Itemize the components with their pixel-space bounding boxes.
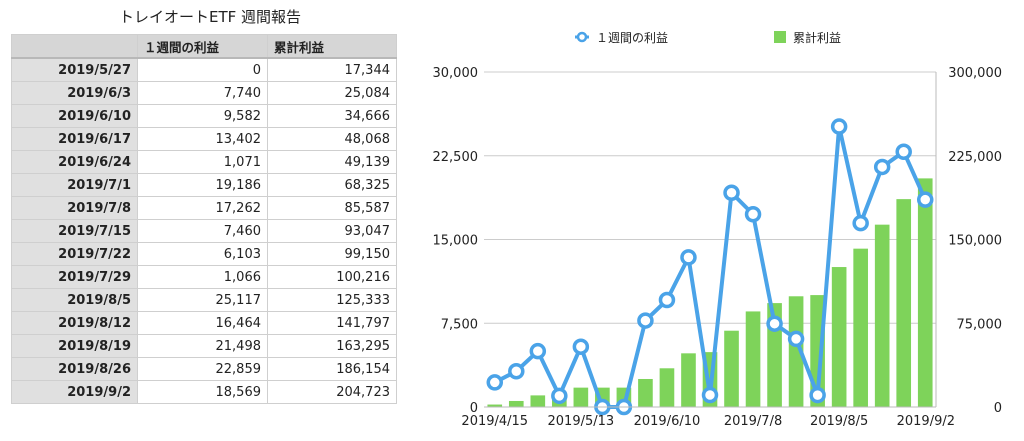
cumulative-bar [638,378,653,407]
row-cumulative-profit: 99,150 [267,242,397,266]
y-right-tick-label: 300,000 [948,66,1002,81]
cumulative-bar [530,395,546,407]
weekly-profit-point [508,363,525,380]
x-tick-label: 2019/8/5 [810,414,868,429]
weekly-profit-point [744,205,762,223]
weekly-profit-point [787,330,805,348]
table-row: 2019/7/1 19,186 68,325 [11,173,397,197]
weekly-profit-point [529,342,547,360]
row-cumulative-profit: 34,666 [267,104,397,128]
cumulative-bar [917,178,933,407]
cumulative-bar [724,330,739,407]
weekly-profit-point [680,249,697,266]
x-tick-label: 2019/6/10 [634,414,701,429]
legend-cumulative-label: 累計利益 [793,30,841,45]
table-header-row: １週間の利益 累計利益 [11,34,397,59]
weekly-profit-point [766,315,783,332]
header-cumulative-profit: 累計利益 [267,34,397,59]
row-cumulative-profit: 204,723 [267,380,397,404]
cumulative-bar [745,311,761,407]
cumulative-bars [487,178,933,407]
row-weekly-profit: 1,071 [137,150,268,174]
table-row: 2019/5/27 0 17,344 [11,57,397,82]
cumulative-bar [508,400,524,407]
row-date: 2019/7/29 [11,265,138,289]
row-weekly-profit: 22,859 [137,357,268,381]
y-right-tick-label: 225,000 [948,150,1002,165]
y-left-tick-label: 30,000 [433,66,479,81]
cumulative-bar [573,387,589,407]
row-date: 2019/8/5 [11,288,138,312]
row-date: 2019/7/1 [11,173,138,197]
weekly-profit-point [852,214,869,232]
row-weekly-profit: 7,740 [137,81,268,105]
weekly-profit-point [658,291,676,309]
cumulative-bar [788,296,804,407]
weekly-profit-point [916,191,934,208]
weekly-profit-point [809,386,826,404]
weekly-profit-point [873,158,891,176]
row-weekly-profit: 19,186 [137,173,268,197]
table-row: 2019/6/10 9,582 34,666 [11,104,397,128]
chart-axes: 0 7,500 15,000 22,500 30,000 0 75,000 150,000 22… [433,66,1003,429]
legend-marker [576,31,588,43]
row-cumulative-profit: 141,797 [267,311,397,335]
table-row: 2019/7/22 6,103 99,150 [11,242,397,266]
row-weekly-profit: 18,569 [137,380,268,404]
table-row: 2019/8/5 25,117 125,333 [11,288,397,312]
table-row: 2019/6/3 7,740 25,084 [11,81,397,105]
header-weekly-profit: １週間の利益 [137,34,268,59]
cumulative-bar [831,267,847,407]
row-date: 2019/5/27 [11,57,138,82]
weekly-profit-point [637,312,654,329]
cumulative-bar [874,224,890,407]
row-weekly-profit: 21,498 [137,334,268,358]
y-left-tick-label: 15,000 [433,234,479,249]
weekly-profit-point [895,143,912,160]
x-tick-label: 2019/5/13 [548,414,615,429]
y-left-tick-label: 7,500 [441,317,478,332]
weekly-profit-point [830,118,848,135]
weekly-report-table: １週間の利益 累計利益 2019/5/27 0 17,344 2019/6/3 7,74… [11,34,397,404]
x-tick-label: 2019/4/15 [461,414,528,429]
cumulative-bar [487,404,503,407]
table-row: 2019/8/26 22,859 186,154 [11,357,397,381]
weekly-profit-point [723,184,740,202]
y-right-tick-label: 75,000 [957,317,1003,332]
row-date: 2019/7/22 [11,242,138,266]
table-row: 2019/8/19 21,498 163,295 [11,334,397,358]
y-left-tick-label: 0 [470,401,478,416]
cumulative-bar [659,368,675,407]
weekly-line [486,118,934,416]
y-left-tick-label: 22,500 [433,150,479,165]
row-weekly-profit: 0 [137,57,268,82]
x-tick-label: 2019/7/8 [724,414,782,429]
row-date: 2019/7/15 [11,219,138,243]
y-right-tick-label: 0 [994,401,1002,416]
chart-legend: １週間の利益 累計利益 [575,30,841,45]
weekly-profit-point [551,387,568,405]
weekly-profit-point [572,338,590,355]
row-weekly-profit: 9,582 [137,104,268,128]
cumulative-bar [853,248,868,407]
cumulative-bar [681,353,696,407]
row-date: 2019/6/10 [11,104,138,128]
x-tick-label: 2019/9/2 [897,414,955,429]
table-row: 2019/9/2 18,569 204,723 [11,380,397,404]
legend-bar-swatch [774,31,786,43]
y-right-tick-label: 150,000 [948,234,1002,249]
cumulative-bar [896,199,912,407]
legend-weekly-label: １週間の利益 [596,31,668,45]
weekly-profit-point [486,374,504,391]
table-row: 2019/7/15 7,460 93,047 [11,219,397,243]
row-date: 2019/6/3 [11,81,138,105]
row-cumulative-profit: 125,333 [267,288,397,312]
report-title: トレイオートETF 週間報告 [118,8,302,26]
cumulative-bar [810,295,825,407]
row-weekly-profit: 13,402 [137,127,268,151]
weekly-profit-point [701,386,719,404]
row-weekly-profit: 1,066 [137,265,268,289]
row-date: 2019/9/2 [11,380,138,404]
